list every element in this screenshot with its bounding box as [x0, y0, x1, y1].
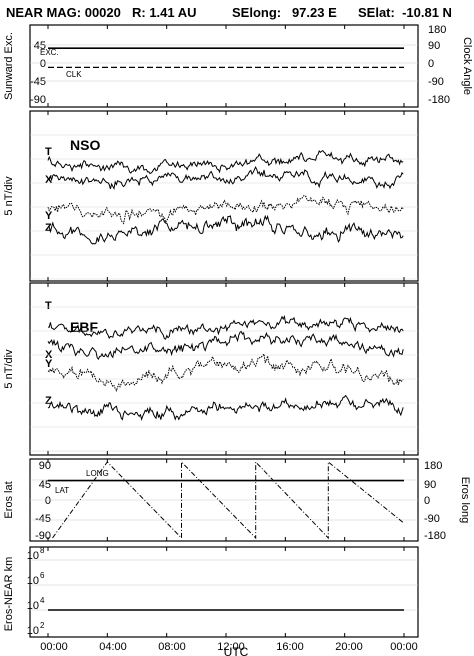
- ebf-axis-label: 5 nT/div: [3, 349, 15, 389]
- se-longitude-label: SElong: 97.23 E: [232, 5, 337, 20]
- svg-text:8: 8: [40, 546, 45, 555]
- time-axis-label: UTC: [224, 645, 249, 656]
- time-tick: 20:00: [335, 641, 363, 653]
- nso-trace-y: [47, 195, 404, 225]
- time-tick: 00:00: [40, 641, 68, 653]
- time-axis: 00:00 04:00 08:00 12:00 16:00 20:00 00:0…: [40, 641, 418, 653]
- long-series-line: [52, 460, 405, 540]
- clock-tick-0: 0: [428, 58, 434, 70]
- clock-angle-axis-label: Clock Angle: [461, 37, 473, 95]
- plot-title: NEAR MAG: 00020: [6, 5, 121, 20]
- nso-panel-title: NSO: [70, 137, 100, 153]
- distance-tick-1e8: 10 8: [27, 546, 45, 562]
- panel-nso-frame: [29, 110, 419, 282]
- ebf-trace-y: [47, 352, 404, 392]
- eros-long-tick-minus90: -90: [424, 513, 440, 525]
- svg-text:4: 4: [40, 596, 45, 605]
- time-tick: 12:00: [217, 641, 245, 653]
- svg-text:10: 10: [27, 575, 39, 587]
- eros-lat-tick-45: 45: [39, 479, 51, 491]
- panel-ebf: 5 nT/div EBF T X Y Z: [3, 300, 418, 452]
- nso-trace-t: [47, 149, 404, 175]
- svg-text:10: 10: [27, 600, 39, 612]
- nso-trace-z: [47, 214, 404, 245]
- eros-lat-tick-minus45: -45: [35, 513, 51, 525]
- ebf-trace-z: [47, 394, 404, 422]
- time-tick: 08:00: [158, 641, 186, 653]
- eros-long-axis-label: Eros long: [459, 477, 471, 523]
- eros-lat-axis-label: Eros lat: [3, 481, 15, 518]
- clock-tick-180: 180: [428, 24, 446, 36]
- distance-tick-1e6: 10 6: [27, 571, 45, 587]
- svg-text:10: 10: [27, 550, 39, 562]
- clock-tick-minus180: -180: [428, 94, 450, 106]
- nso-trace-x: [47, 165, 404, 190]
- long-series-label: LONG: [86, 469, 109, 478]
- ebf-trace-x: [47, 330, 404, 360]
- panel-ebf-frame: [29, 282, 419, 456]
- clk-series-label: CLK: [66, 70, 82, 79]
- sunward-axis-label: Sunward Exc.: [3, 32, 15, 100]
- svg-text:10: 10: [27, 625, 39, 637]
- eros-lat-tick-0: 0: [45, 495, 51, 507]
- panel-eros: Eros lat Eros long 90 45 0 -45 -90 180 9…: [3, 460, 471, 542]
- distance-label: R: 1.41 AU: [132, 5, 197, 20]
- panel-sunward-frame: [29, 24, 419, 108]
- eros-long-tick-minus180: -180: [424, 530, 446, 542]
- clock-tick-90: 90: [428, 40, 440, 52]
- svg-text:2: 2: [40, 621, 45, 630]
- sunward-tick-45: 45: [34, 40, 46, 52]
- eros-long-tick-180: 180: [424, 460, 442, 472]
- distance-tick-1e4: 10 4: [27, 596, 45, 612]
- eros-long-tick-0: 0: [424, 495, 430, 507]
- se-latitude-label: SElat: -10.81 N: [358, 5, 452, 20]
- distance-axis-label: Eros-NEAR km: [3, 557, 15, 632]
- eros-lat-tick-90: 90: [39, 460, 51, 472]
- ebf-trace-label-t: T: [45, 300, 52, 312]
- nso-axis-label: 5 nT/div: [3, 176, 15, 216]
- svg-text:6: 6: [40, 571, 45, 580]
- sunward-tick-minus45: -45: [30, 76, 46, 88]
- ebf-trace-t: [47, 314, 404, 340]
- eros-long-tick-90: 90: [424, 479, 436, 491]
- eros-lat-tick-minus90: -90: [35, 530, 51, 542]
- sunward-tick-minus90: -90: [30, 94, 46, 106]
- time-tick: 04:00: [99, 641, 127, 653]
- time-tick: 00:00: [390, 641, 418, 653]
- nso-trace-label-t: T: [45, 146, 52, 158]
- ebf-trace-label-z: Z: [45, 395, 52, 407]
- time-tick: 16:00: [276, 641, 304, 653]
- nso-trace-label-y: Y: [45, 210, 53, 222]
- sunward-tick-0: 0: [40, 58, 46, 70]
- panel-distance-frame: [29, 546, 419, 638]
- exc-series-label: EXC.: [40, 48, 59, 57]
- ebf-trace-label-y: Y: [45, 358, 53, 370]
- panel-distance: Eros-NEAR km 10 8 10 6 10 4 10 2: [3, 546, 418, 637]
- nso-trace-label-x: X: [45, 174, 53, 186]
- lat-series-label: LAT: [55, 486, 69, 495]
- panel-nso: 5 nT/div NSO T X Y Z: [3, 134, 418, 280]
- distance-tick-1e2: 10 2: [27, 621, 45, 637]
- panel-sunward: Sunward Exc. Clock Angle 45 0 -45 -90 18…: [3, 24, 473, 106]
- clock-tick-minus90: -90: [428, 76, 444, 88]
- nso-trace-label-z: Z: [45, 222, 52, 234]
